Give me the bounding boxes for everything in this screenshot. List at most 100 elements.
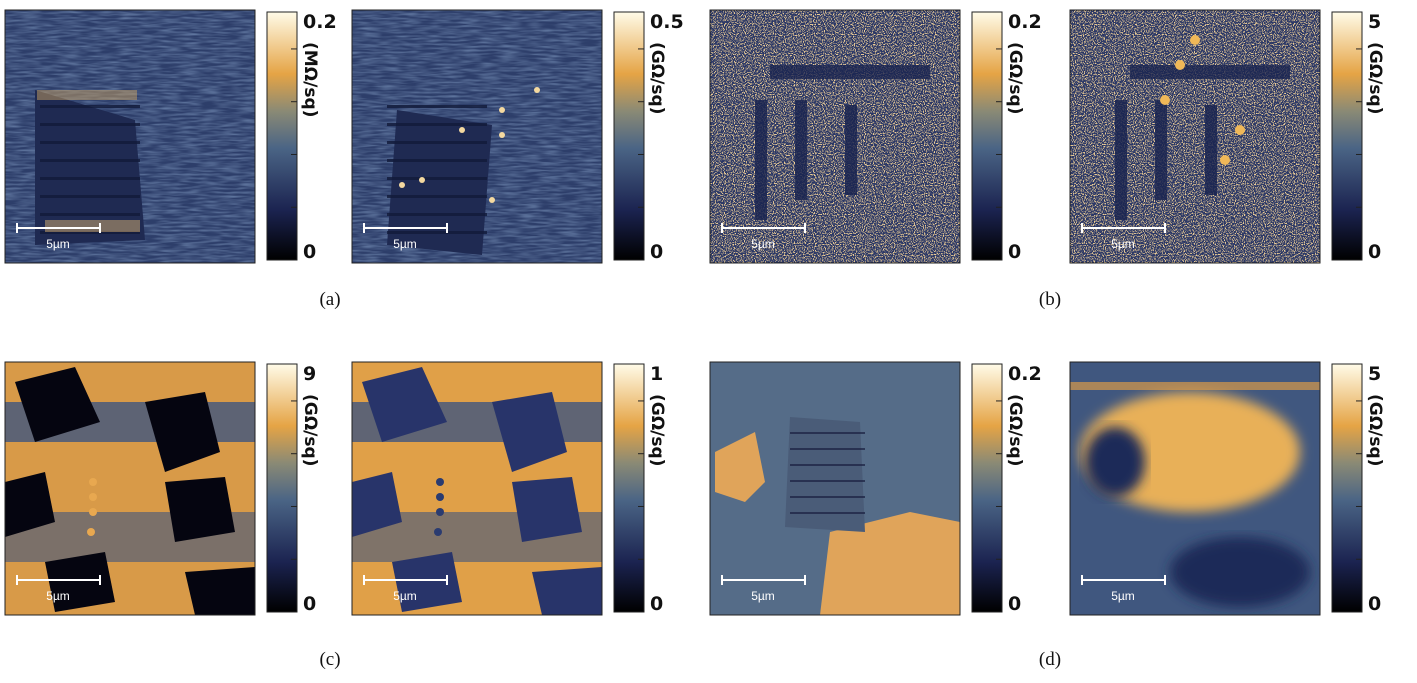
- texture: [387, 105, 487, 108]
- texture: [436, 493, 444, 501]
- texture: [790, 480, 865, 482]
- texture: [399, 182, 405, 188]
- texture: [185, 567, 255, 615]
- colorbar-min: 0: [303, 241, 316, 263]
- texture: [40, 105, 140, 108]
- texture: [40, 195, 140, 198]
- texture: [512, 477, 582, 542]
- texture: [45, 552, 115, 612]
- scale-bar-label: 5µm: [393, 237, 417, 251]
- scale-bar-label: 5µm: [751, 237, 775, 251]
- texture: [785, 417, 865, 532]
- texture: [534, 87, 540, 93]
- scale-bar-label: 5µm: [393, 589, 417, 603]
- afm-image: 5µm 1 0 (GΩ/sq): [352, 362, 667, 615]
- panel-caption: (b): [1039, 289, 1061, 310]
- panel: 5µm0.20(GΩ/sq)5µm 5 0 (GΩ/sq) (b): [710, 10, 1385, 310]
- panel-caption: (a): [319, 289, 340, 310]
- texture: [387, 213, 487, 216]
- image-content: [710, 10, 960, 263]
- texture: [1205, 105, 1217, 195]
- texture: [387, 123, 487, 126]
- texture: [1115, 100, 1127, 220]
- scale-bar-label: 5µm: [46, 237, 70, 251]
- texture: [434, 528, 442, 536]
- scale-bar-label: 5µm: [46, 589, 70, 603]
- texture: [1235, 125, 1245, 135]
- texture: [1085, 427, 1145, 497]
- colorbar-unit: (MΩ/sq): [300, 42, 320, 117]
- scale-bar-label: 5µm: [1111, 589, 1135, 603]
- scale-bar-label: 5µm: [751, 589, 775, 603]
- texture: [459, 127, 465, 133]
- image-content: [710, 362, 960, 615]
- texture: [387, 141, 487, 144]
- texture: [532, 567, 602, 615]
- colorbar-unit: (GΩ/sq): [647, 42, 667, 114]
- texture: [790, 496, 865, 498]
- colorbar-max: 1: [650, 363, 663, 385]
- texture: [795, 100, 807, 200]
- image-content: [352, 362, 602, 615]
- image-content: [1070, 362, 1320, 615]
- texture: [499, 132, 505, 138]
- colorbar-max: 5: [1368, 11, 1381, 33]
- colorbar-min: 0: [1368, 593, 1381, 615]
- texture: [40, 213, 140, 216]
- texture: [790, 432, 865, 434]
- texture: [1155, 100, 1167, 200]
- colorbar-min: 0: [650, 593, 663, 615]
- texture: [489, 197, 495, 203]
- texture: [89, 493, 97, 501]
- texture: [1220, 155, 1230, 165]
- texture: [419, 177, 425, 183]
- colorbar-unit: (GΩ/sq): [647, 394, 667, 466]
- image-content: [1070, 10, 1320, 263]
- panel-caption: (c): [319, 649, 340, 670]
- texture: [755, 100, 767, 220]
- colorbar-unit: (GΩ/sq): [1005, 394, 1025, 466]
- colorbar-min: 0: [1368, 241, 1381, 263]
- texture: [387, 177, 487, 180]
- afm-image: 5µm 0.2 0 (MΩ/sq): [5, 10, 337, 263]
- colorbar-max: 0.2: [303, 11, 337, 33]
- panel-caption: (d): [1039, 649, 1061, 670]
- texture: [499, 107, 505, 113]
- texture: [790, 512, 865, 514]
- texture: [387, 195, 487, 198]
- texture: [436, 478, 444, 486]
- texture: [45, 220, 140, 232]
- colorbar-max: 5: [1368, 363, 1381, 385]
- colorbar-unit: (GΩ/sq): [1005, 42, 1025, 114]
- colorbar-unit: (GΩ/sq): [1365, 394, 1385, 466]
- texture: [1175, 60, 1185, 70]
- image-content: [5, 362, 255, 615]
- colorbar-min: 0: [650, 241, 663, 263]
- texture: [1160, 95, 1170, 105]
- colorbar-unit: (GΩ/sq): [1365, 42, 1385, 114]
- image-content: [5, 10, 255, 263]
- texture: [790, 464, 865, 466]
- texture: [770, 65, 930, 79]
- texture: [710, 10, 960, 263]
- texture: [1070, 382, 1320, 390]
- colorbar-min: 0: [1008, 593, 1021, 615]
- texture: [845, 105, 857, 195]
- texture: [40, 123, 140, 126]
- texture: [1070, 10, 1320, 263]
- texture: [387, 159, 487, 162]
- texture: [165, 477, 235, 542]
- colorbar-min: 0: [303, 593, 316, 615]
- texture: [392, 552, 462, 612]
- texture: [40, 177, 140, 180]
- texture: [436, 508, 444, 516]
- texture: [1190, 35, 1200, 45]
- texture: [40, 159, 140, 162]
